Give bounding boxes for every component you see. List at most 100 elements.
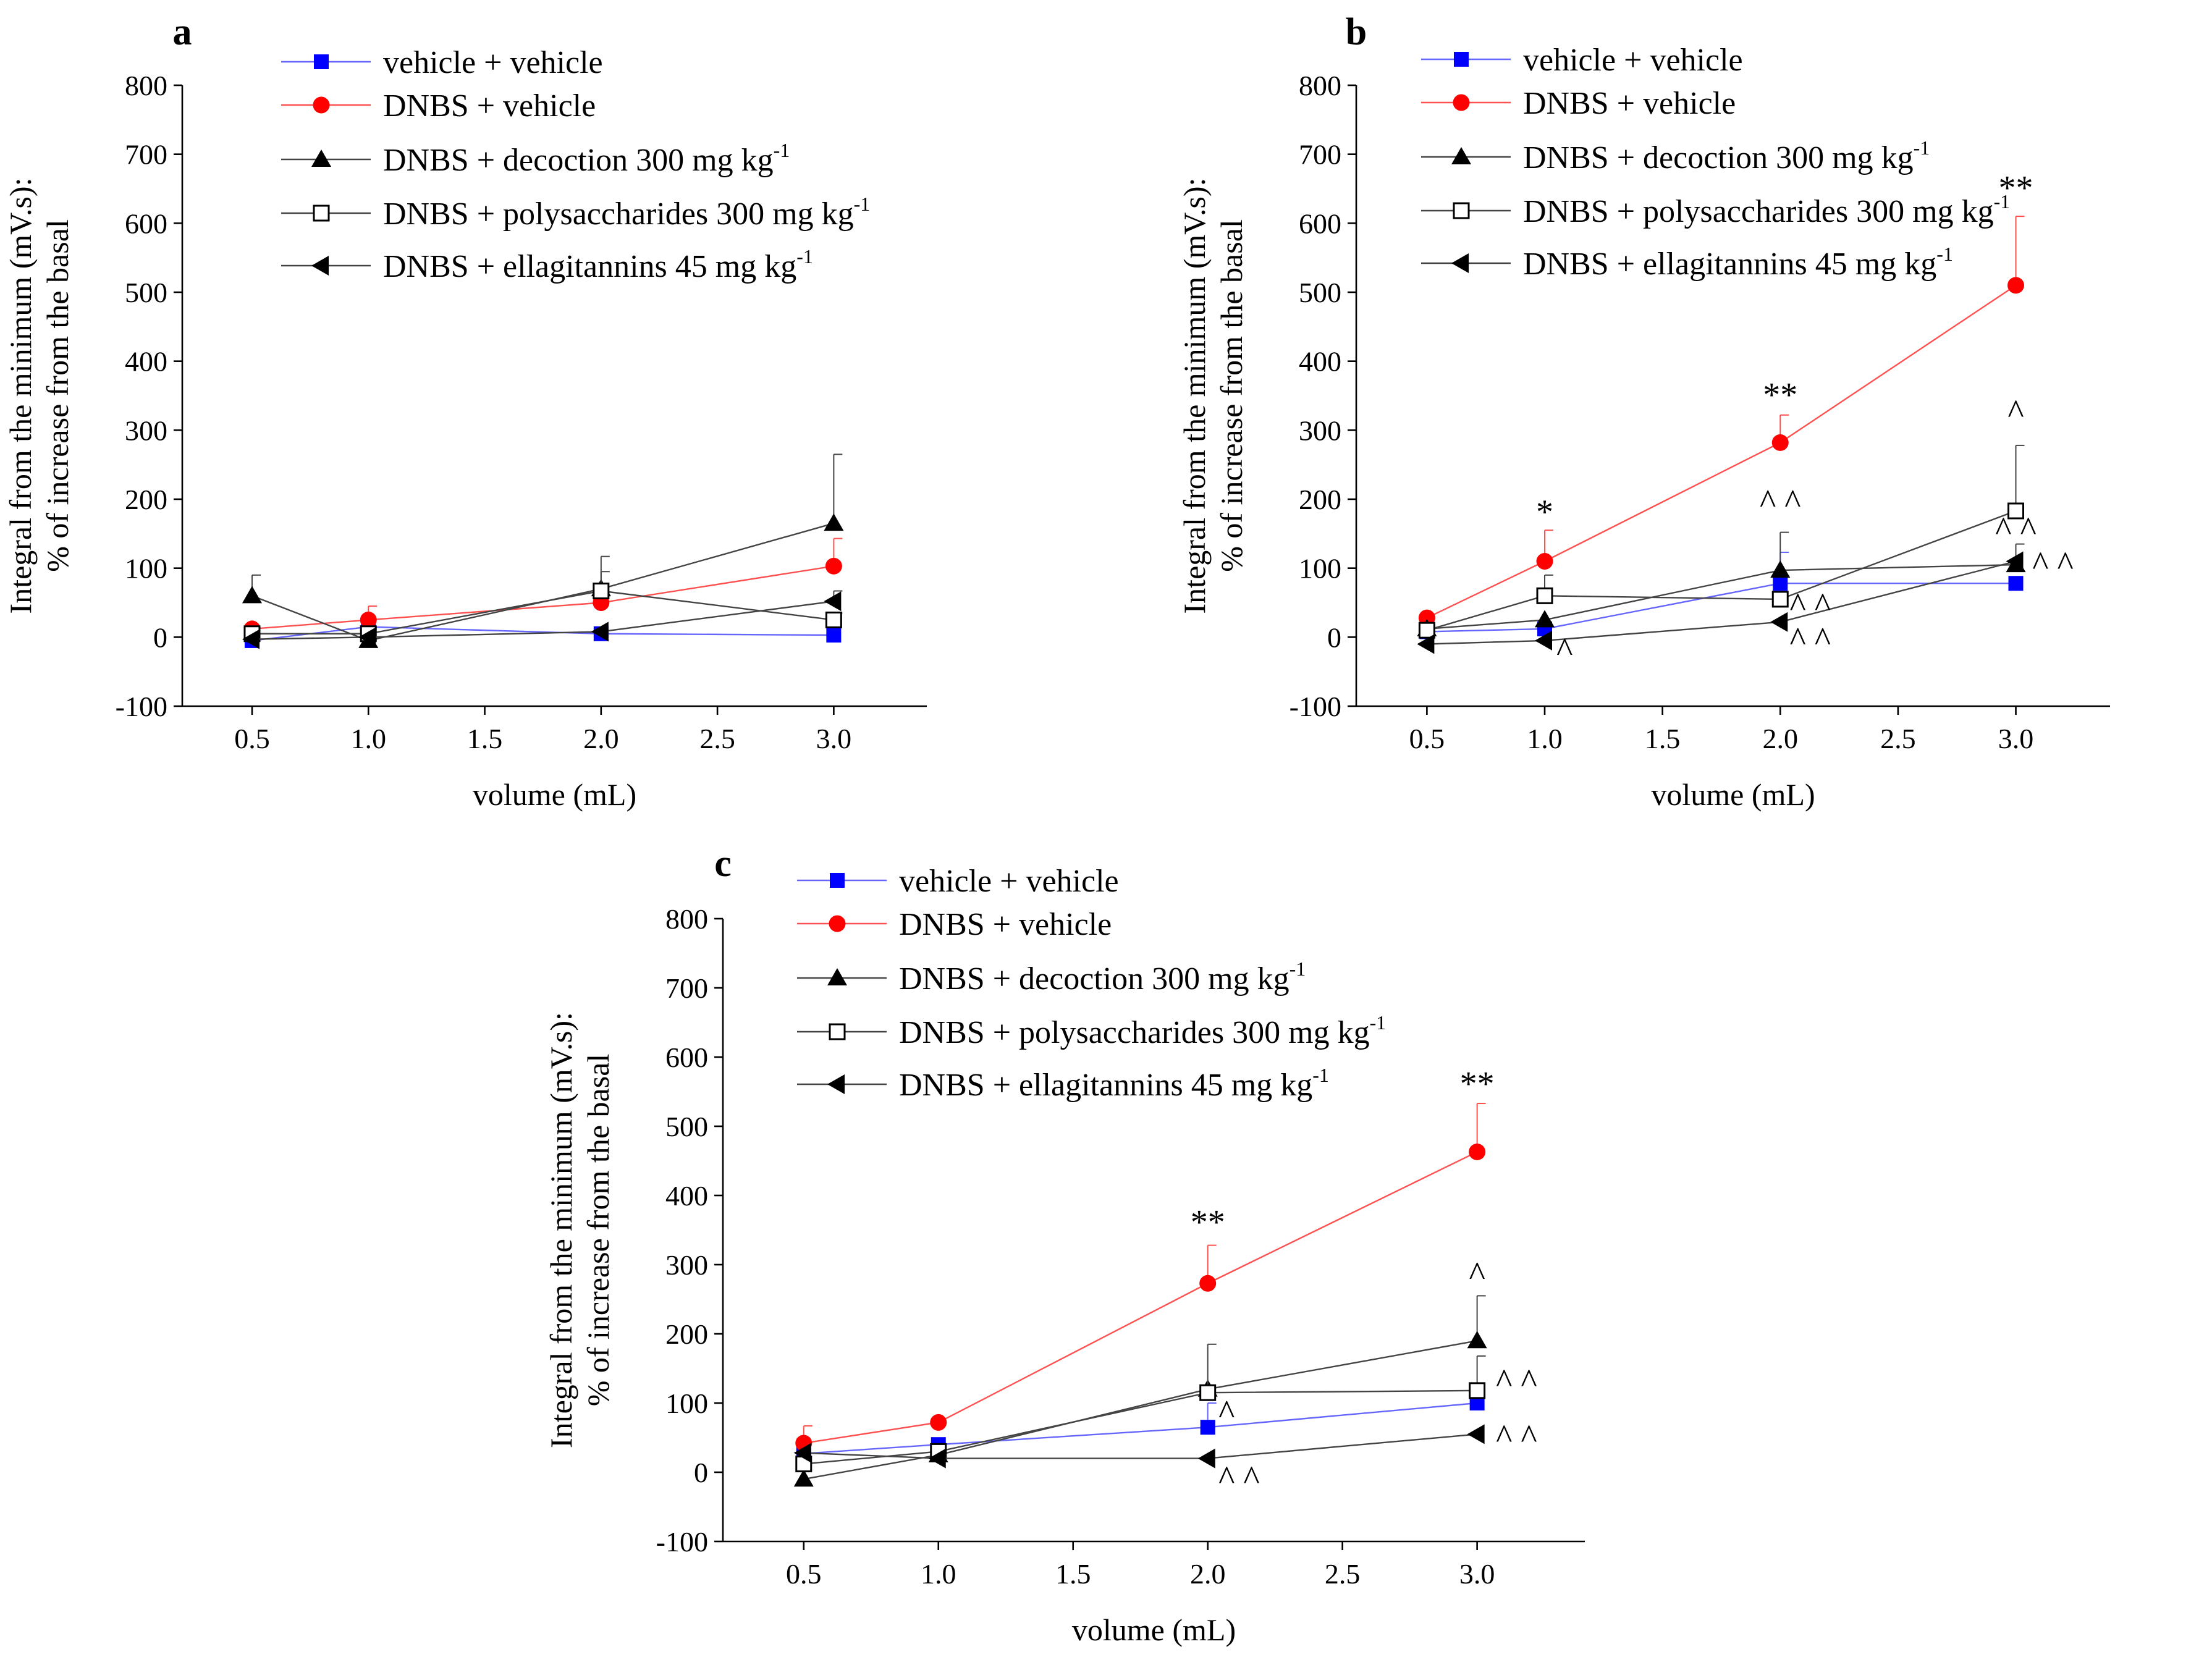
y-tick-label: 200 — [665, 1318, 708, 1350]
significance-mark: ^ ^ — [1790, 621, 1831, 659]
legend-item: DNBS + vehicle — [1421, 86, 1736, 121]
legend-label: DNBS + decoction 300 mg kg-1 — [899, 958, 1306, 997]
x-tick-label: 2.5 — [699, 723, 735, 754]
y-tick-label: 0 — [153, 622, 167, 653]
data-point — [1536, 553, 1553, 570]
x-tick-label: 0.5 — [234, 723, 270, 754]
legend-label-text: vehicle + vehicle — [1523, 43, 1743, 78]
legend-label: DNBS + vehicle — [1523, 86, 1736, 121]
significance-mark: ** — [1191, 1203, 1225, 1242]
data-point — [1770, 612, 1788, 632]
data-point — [1197, 1448, 1215, 1469]
legend-label-text: DNBS + decoction 300 mg kg — [1523, 140, 1914, 175]
legend-label: DNBS + polysaccharides 300 mg kg-1 — [899, 1011, 1386, 1050]
significance-mark: ** — [1763, 376, 1797, 414]
legend-label-superscript: -1 — [1936, 243, 1953, 265]
legend-label: vehicle + vehicle — [383, 45, 603, 80]
data-point — [242, 629, 260, 649]
y-axis-label-line1: Integral from the minimum (mV.s): — [544, 1012, 578, 1448]
series-line — [1427, 583, 2016, 633]
x-tick-label: 1.0 — [1527, 723, 1563, 754]
legend-marker — [1453, 202, 1470, 219]
legend-marker — [313, 96, 330, 114]
y-tick-label: 500 — [665, 1111, 708, 1142]
data-point — [824, 591, 842, 612]
y-tick-label: 800 — [125, 70, 167, 101]
legend-label-superscript: -1 — [1914, 137, 1930, 159]
x-tick-label: 1.5 — [1055, 1558, 1091, 1590]
y-tick-label: 600 — [125, 208, 167, 239]
y-tick-label: 600 — [665, 1042, 708, 1073]
data-point — [358, 627, 376, 647]
data-point — [2007, 502, 2024, 520]
series-3 — [1417, 531, 2026, 636]
legend-label: DNBS + ellagitannins 45 mg kg-1 — [383, 245, 813, 284]
data-point — [1771, 434, 1789, 451]
y-axis-label-line1: Integral from the minimum (mV.s): — [1177, 178, 1212, 614]
data-point — [1467, 1331, 1487, 1349]
legend-marker — [1451, 253, 1469, 273]
legend-label-text: DNBS + vehicle — [899, 907, 1112, 942]
series-line — [1427, 560, 2016, 645]
x-tick-label: 3.0 — [1998, 723, 2034, 754]
y-tick-label: 0 — [694, 1457, 708, 1488]
data-point — [825, 611, 842, 628]
significance-mark: ^ ^ — [1995, 510, 2037, 549]
data-point — [2006, 551, 2024, 571]
y-tick-label: 200 — [1299, 484, 1341, 515]
series-line — [251, 590, 834, 634]
y-tick-label: 800 — [1299, 70, 1341, 101]
y-tick-label: 300 — [1299, 415, 1341, 446]
x-tick-label: 1.5 — [1645, 723, 1681, 754]
legend-item: DNBS + polysaccharides 300 mg kg-1 — [281, 193, 870, 232]
x-tick-label: 2.0 — [1190, 1558, 1226, 1590]
legend-label: vehicle + vehicle — [899, 864, 1119, 899]
y-tick-label: 400 — [1299, 346, 1341, 377]
data-point — [930, 1414, 947, 1431]
legend-item: DNBS + polysaccharides 300 mg kg-1 — [797, 1011, 1386, 1050]
data-point — [593, 583, 610, 600]
legend-label: DNBS + ellagitannins 45 mg kg-1 — [899, 1064, 1329, 1103]
x-axis-label: volume (mL) — [1072, 1612, 1236, 1647]
y-tick-label: 100 — [665, 1388, 708, 1419]
legend-item: DNBS + vehicle — [797, 907, 1112, 942]
y-tick-label: 600 — [1299, 208, 1341, 239]
legend-item: DNBS + decoction 300 mg kg-1 — [1421, 137, 1930, 175]
significance-mark: ** — [1999, 169, 2033, 207]
legend-label-text: DNBS + vehicle — [383, 88, 596, 124]
legend-label: DNBS + vehicle — [899, 907, 1112, 942]
data-point — [825, 557, 842, 575]
data-point — [1199, 1275, 1217, 1292]
x-tick-label: 1.0 — [921, 1558, 956, 1590]
legend-label-text: DNBS + ellagitannins 45 mg kg — [1523, 247, 1936, 282]
legend-label-text: DNBS + vehicle — [1523, 86, 1736, 121]
legend: vehicle + vehicle DNBS + vehicle DNBS + de… — [1421, 43, 2010, 282]
x-tick-label: 2.0 — [1763, 723, 1799, 754]
x-axis-label: volume (mL) — [473, 777, 636, 812]
legend-label-text: vehicle + vehicle — [383, 45, 603, 80]
y-tick-label: 800 — [665, 903, 708, 935]
significance-mark: ** — [1460, 1065, 1495, 1103]
legend-marker — [1454, 52, 1469, 67]
significance-mark: ^ — [2007, 393, 2024, 431]
data-point — [360, 611, 377, 628]
legend-label: DNBS + decoction 300 mg kg-1 — [383, 139, 790, 178]
data-point — [1417, 634, 1435, 654]
data-point — [1469, 1143, 1486, 1160]
x-tick-label: 2.5 — [1325, 1558, 1361, 1590]
y-tick-label: 400 — [665, 1180, 708, 1212]
data-point — [1771, 591, 1789, 608]
series-line — [1427, 563, 2016, 630]
y-tick-label: -100 — [1290, 691, 1341, 722]
legend: vehicle + vehicle DNBS + vehicle DNBS + de… — [797, 864, 1386, 1103]
legend-label: vehicle + vehicle — [1523, 43, 1743, 78]
data-point — [928, 1448, 946, 1469]
panel-c: -100 0 100 200 300 400 500 600 700 800 0.5 1.0 1.5 2.… — [544, 843, 1585, 1647]
series-5 — [1417, 543, 2025, 654]
series-line — [1426, 284, 2017, 619]
legend-item: DNBS + decoction 300 mg kg-1 — [281, 139, 790, 178]
legend-label: DNBS + vehicle — [383, 88, 596, 124]
y-axis-label-line2: % of increase from the basal — [1214, 219, 1249, 572]
legend-label-superscript: -1 — [1994, 190, 2011, 213]
data-point — [793, 1443, 811, 1463]
